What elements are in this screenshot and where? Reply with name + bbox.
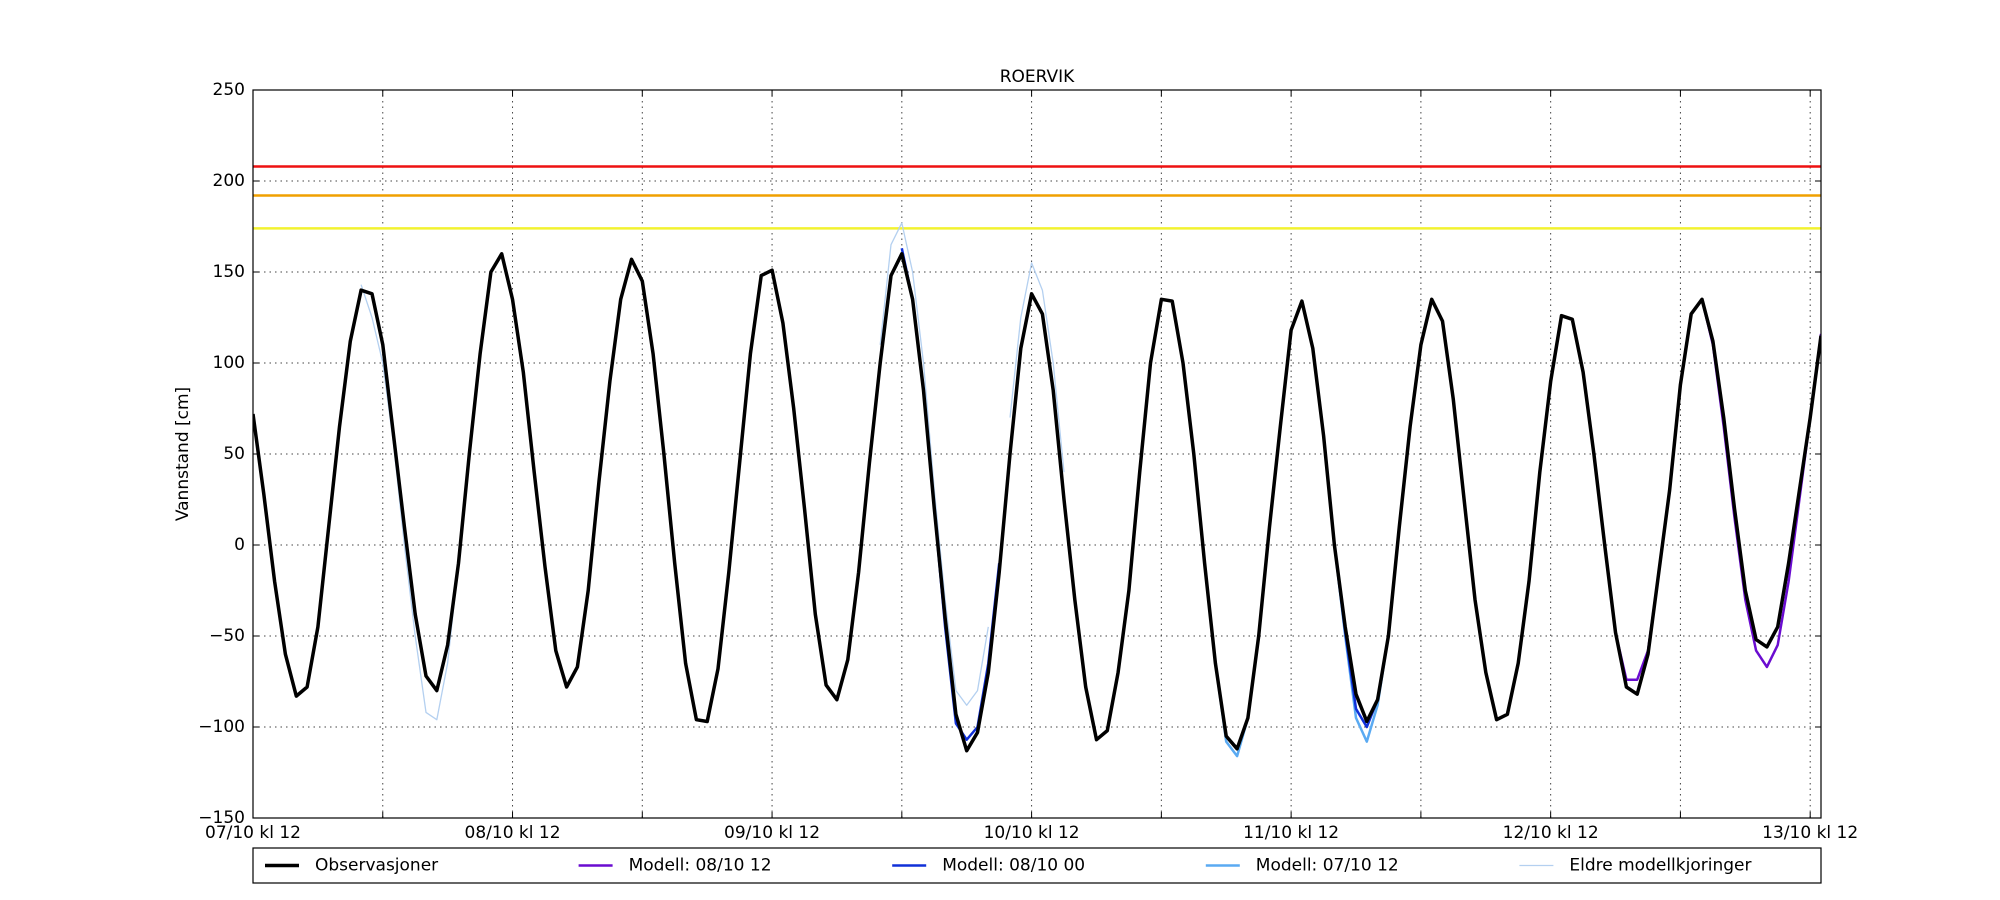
y-tick-label: −150 <box>198 808 245 828</box>
plot-frame <box>252 89 1822 819</box>
y-tick-label: −100 <box>198 717 245 737</box>
x-tick-label: 11/10 kl 12 <box>1243 823 1339 843</box>
x-tick-label: 07/10 kl 12 <box>205 823 301 843</box>
x-tick-label: 12/10 kl 12 <box>1503 823 1599 843</box>
x-tick-label: 08/10 kl 12 <box>465 823 561 843</box>
legend-label: Observasjoner <box>315 856 438 876</box>
series-line <box>253 252 1821 753</box>
series-line <box>1203 544 1390 758</box>
y-tick-label: 150 <box>213 262 245 282</box>
y-tick-label: −50 <box>209 626 245 646</box>
y-axis-label: Vannstand [cm] <box>173 387 193 521</box>
legend-label: Modell: 08/10 00 <box>942 856 1085 876</box>
series-line <box>1592 298 1821 681</box>
y-tick-label: 200 <box>213 171 245 191</box>
y-tick-label: 0 <box>234 535 245 555</box>
legend-box <box>252 847 1822 884</box>
x-tick-label: 10/10 kl 12 <box>984 823 1080 843</box>
x-tick-label: 09/10 kl 12 <box>724 823 820 843</box>
legend-label: Modell: 07/10 12 <box>1256 856 1399 876</box>
legend-label: Modell: 08/10 12 <box>629 856 772 876</box>
legend-label: Eldre modellkjoringer <box>1569 856 1751 876</box>
y-tick-label: 50 <box>223 444 245 464</box>
plot-lines <box>253 222 1821 758</box>
y-tick-label: 250 <box>213 80 245 100</box>
x-tick-label: 13/10 kl 12 <box>1762 823 1858 843</box>
chart-title: ROERVIK <box>1000 67 1075 87</box>
series-line <box>900 248 1390 741</box>
y-tick-label: 100 <box>213 353 245 373</box>
